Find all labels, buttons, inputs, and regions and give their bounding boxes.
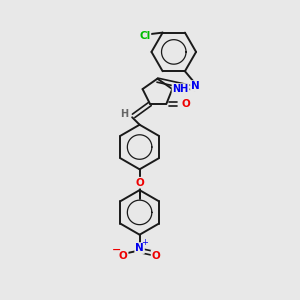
- Text: N: N: [191, 81, 200, 91]
- Text: Cl: Cl: [139, 31, 150, 40]
- Text: +: +: [142, 238, 148, 247]
- Text: −: −: [112, 244, 122, 255]
- Text: O: O: [119, 250, 128, 260]
- Text: NH: NH: [172, 84, 189, 94]
- Text: H: H: [120, 109, 128, 119]
- Text: O: O: [152, 250, 160, 260]
- Text: N: N: [135, 243, 144, 253]
- Text: O: O: [182, 99, 190, 109]
- Text: O: O: [135, 178, 144, 188]
